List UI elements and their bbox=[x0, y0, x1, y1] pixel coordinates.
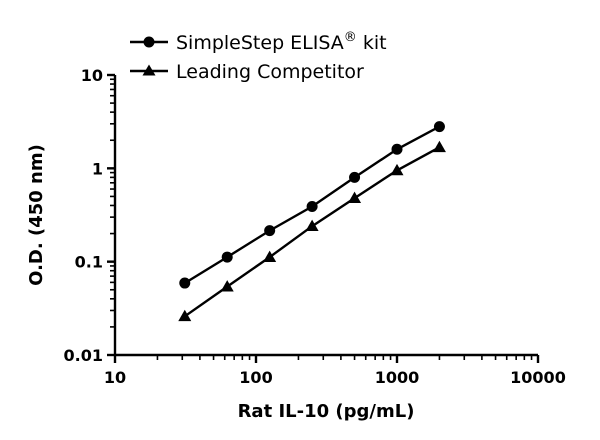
legend-label-competitor: Leading Competitor bbox=[176, 61, 364, 83]
legend-label-simplestep: SimpleStep ELISA® kit bbox=[176, 30, 387, 54]
x-tick-label: 1000 bbox=[375, 368, 420, 387]
y-axis-title: O.D. (450 nm) bbox=[26, 144, 47, 286]
data-point-circle bbox=[221, 251, 233, 263]
y-tick-label: 1 bbox=[92, 159, 103, 178]
y-tick-label: 0.1 bbox=[75, 253, 103, 272]
data-point-triangle bbox=[178, 309, 192, 322]
legend: SimpleStep ELISA® kit Leading Competitor bbox=[130, 30, 387, 83]
data-point-triangle bbox=[390, 163, 404, 176]
x-tick-label: 10 bbox=[104, 368, 126, 387]
legend-marker-triangle bbox=[142, 64, 156, 76]
data-point-circle bbox=[179, 277, 191, 289]
data-point-circle bbox=[391, 143, 403, 155]
data-point-circle bbox=[264, 225, 276, 237]
data-point-triangle bbox=[220, 280, 234, 292]
legend-item-competitor: Leading Competitor bbox=[130, 61, 364, 83]
data-point-triangle bbox=[263, 250, 277, 262]
legend-item-simplestep: SimpleStep ELISA® kit bbox=[130, 30, 387, 54]
data-point-triangle bbox=[348, 191, 362, 203]
data-point-circle bbox=[306, 201, 318, 213]
data-point-triangle bbox=[432, 140, 446, 153]
data-point-triangle bbox=[305, 219, 319, 232]
x-tick-label: 10000 bbox=[510, 368, 566, 387]
data-point-circle bbox=[349, 171, 361, 183]
data-point-circle bbox=[433, 121, 445, 133]
y-tick-label: 10 bbox=[81, 66, 103, 85]
y-tick-label: 0.01 bbox=[64, 346, 103, 365]
x-axis-title: Rat IL-10 (pg/mL) bbox=[238, 401, 415, 422]
plot-area bbox=[178, 121, 446, 322]
x-tick-label: 100 bbox=[239, 368, 272, 387]
legend-marker-circle bbox=[143, 36, 155, 48]
axis-ticks: 10 100 1000 10000 0.01 0.1 1 10 bbox=[64, 66, 566, 387]
